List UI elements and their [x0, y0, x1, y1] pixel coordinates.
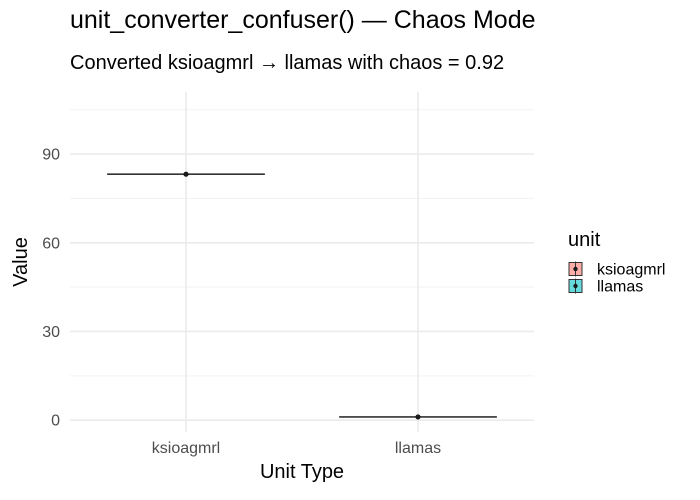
y-tick-labels: 0 30 60 90 [42, 147, 60, 430]
y-tick-label: 60 [42, 235, 60, 252]
y-tick-label: 0 [51, 413, 60, 430]
data-point [183, 171, 189, 177]
legend-key-point [573, 266, 578, 272]
legend-label: llamas [597, 279, 643, 296]
y-tick-label: 30 [42, 324, 60, 341]
data-point [415, 414, 421, 420]
x-tick-label: ksioagmrl [152, 440, 220, 457]
chart-title: unit_converter_confuser() — Chaos Mode [70, 6, 536, 34]
box-marks [107, 171, 497, 420]
legend-title: unit [568, 229, 601, 251]
chart-subtitle: Converted ksioagmrl → llamas with chaos … [70, 52, 505, 74]
legend-key-point [573, 283, 578, 289]
y-tick-label: 90 [42, 147, 60, 164]
x-axis-title: Unit Type [260, 461, 344, 483]
x-tick-labels: ksioagmrl llamas [152, 440, 441, 457]
minor-gridlines [70, 109, 534, 377]
x-tick-label: llamas [395, 440, 441, 457]
legend-label: ksioagmrl [597, 262, 665, 279]
y-axis-title: Value [10, 237, 32, 287]
major-gridlines [70, 92, 534, 432]
